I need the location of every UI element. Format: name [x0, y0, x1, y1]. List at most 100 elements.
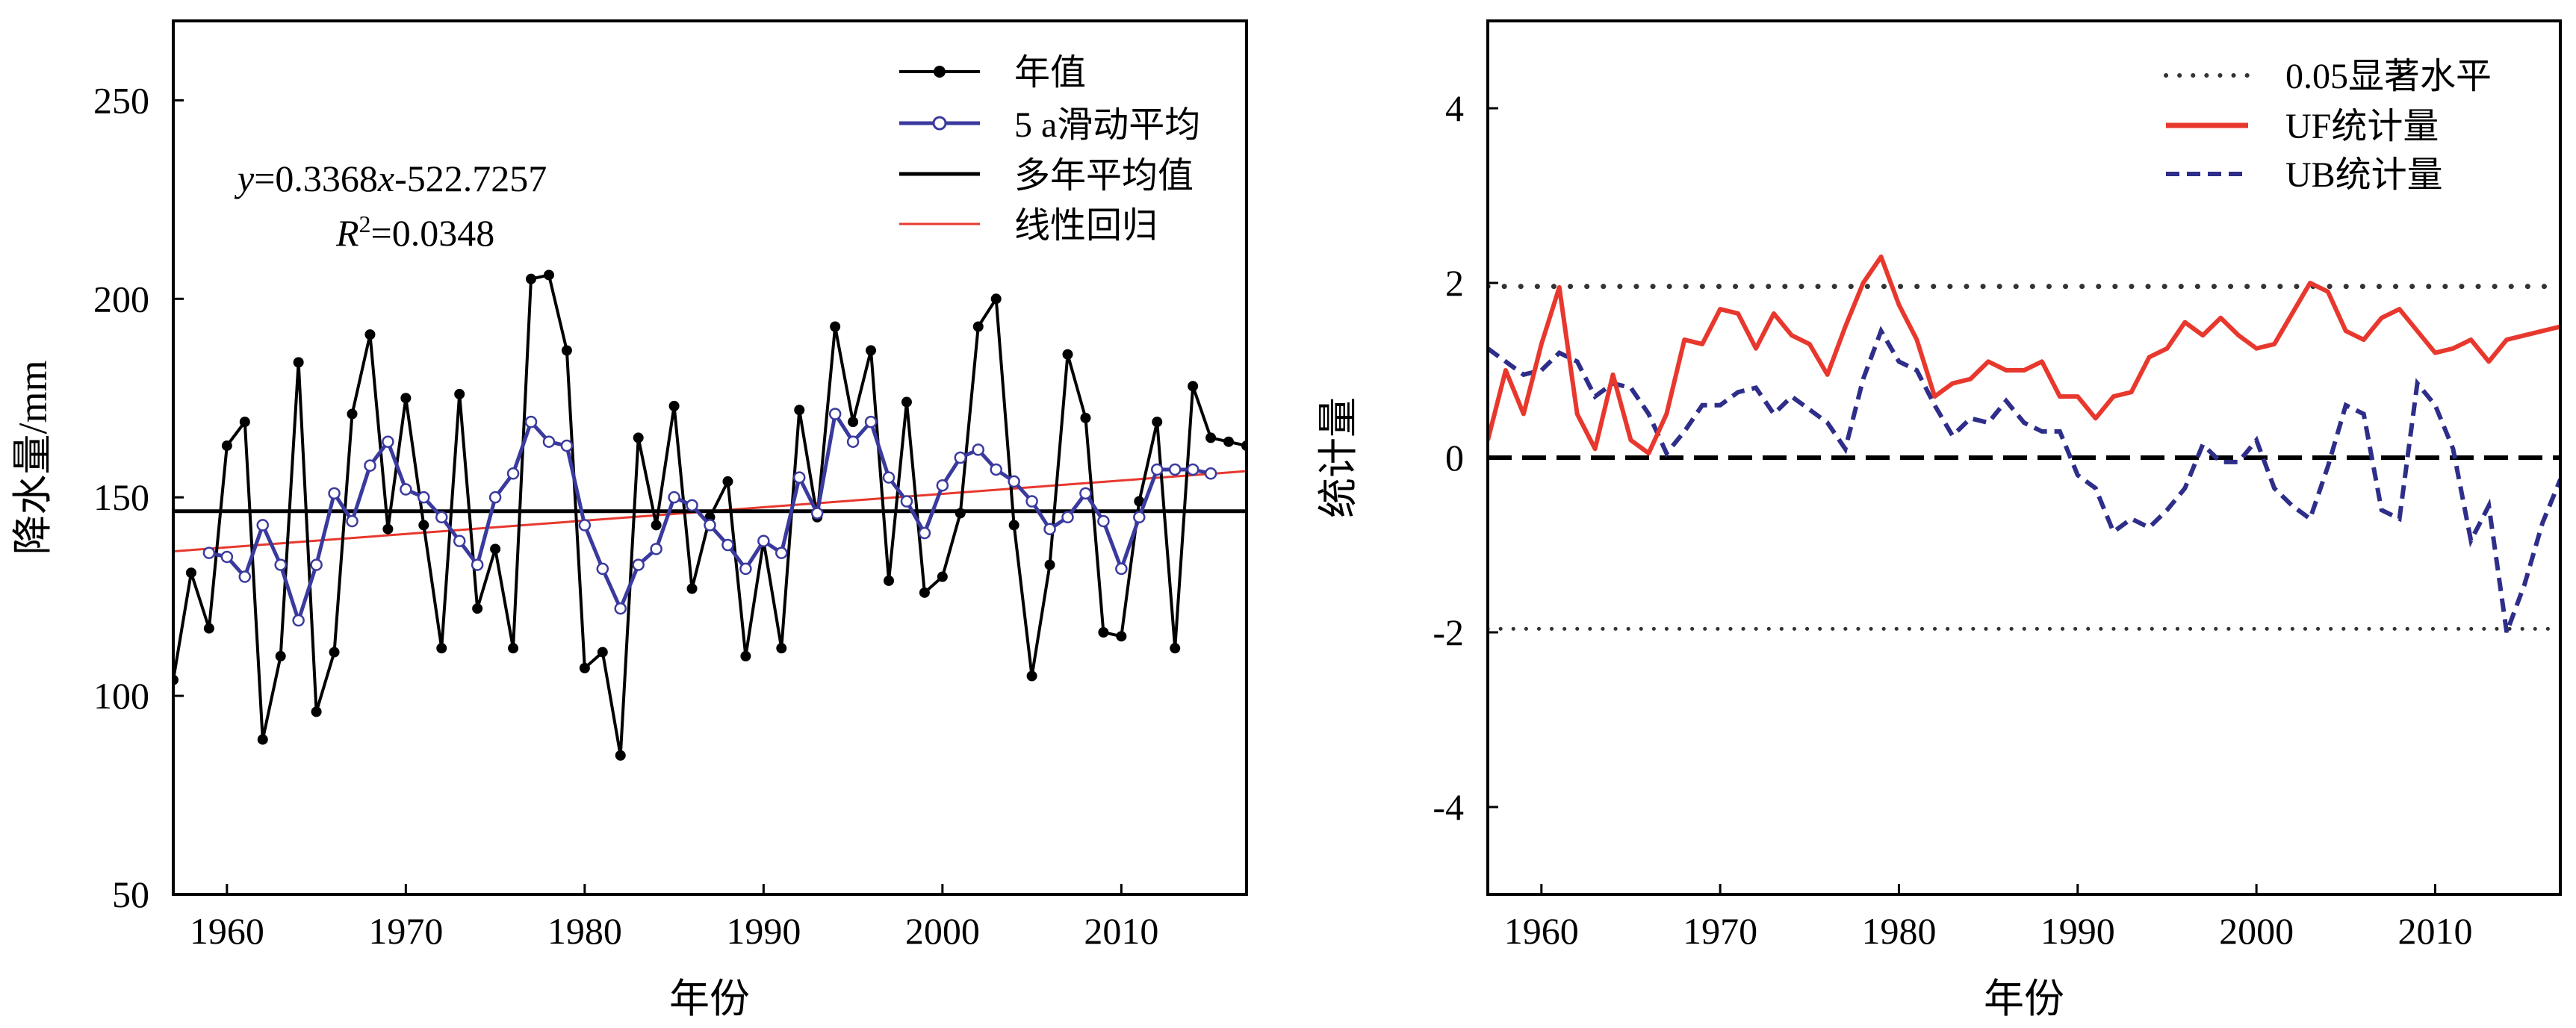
- moving-average-point: [882, 471, 896, 484]
- annual-point: [633, 432, 644, 443]
- moving-average-point: [1115, 562, 1128, 576]
- annual-point: [830, 321, 841, 332]
- moving-average-point: [739, 562, 752, 576]
- moving-average-point: [542, 435, 556, 448]
- annual-point: [293, 357, 304, 368]
- legend-label-significance: 0.05显著水平: [2285, 57, 2492, 96]
- series-group: [173, 270, 1247, 761]
- moving-average-point: [453, 535, 466, 547]
- annual-point: [579, 662, 590, 673]
- moving-average-point: [560, 439, 574, 452]
- equation-text: y=0.3368x-522.7257: [234, 158, 547, 199]
- annual-point: [1044, 559, 1055, 570]
- x-axis-label: 年份: [1984, 976, 2064, 1021]
- y-tick-label: -2: [1433, 611, 1464, 653]
- annual-point: [794, 405, 805, 416]
- moving-average-point: [846, 435, 860, 448]
- mann-kendall-chart: 1960 1970 1980 1990 2000 2010 -4 -2 0 2 4 0.05显著水平…: [1316, 19, 2562, 1021]
- moving-average-point: [596, 562, 609, 576]
- annual-point: [668, 400, 680, 411]
- plot-frame: [172, 19, 1248, 896]
- annual-point: [722, 476, 733, 487]
- moving-average-point: [310, 558, 323, 571]
- annual-point: [1080, 412, 1091, 423]
- moving-average-point: [202, 546, 216, 559]
- x-tick-label: 2010: [2397, 910, 2472, 952]
- mk-series-layer: [1488, 254, 2560, 634]
- annual-point: [776, 643, 787, 654]
- moving-average-point: [488, 490, 502, 504]
- annual-point: [919, 587, 930, 598]
- legend-label-moving-average: 5 a滑动平均: [1014, 105, 1200, 145]
- uf-line: [1488, 254, 2560, 456]
- annual-point: [490, 543, 501, 555]
- x-tick-label: 1970: [368, 910, 443, 952]
- y-tick-label: 50: [112, 873, 149, 915]
- y-tick-label: 250: [93, 79, 149, 121]
- annual-point: [364, 329, 376, 340]
- moving-average-point: [1025, 495, 1038, 508]
- moving-average-point: [1186, 463, 1199, 476]
- moving-average-point: [238, 570, 252, 583]
- legend: 0.05显著水平 UF统计量 UB统计量: [2164, 57, 2492, 195]
- moving-average-point: [1008, 475, 1020, 488]
- moving-average-point: [1097, 514, 1110, 528]
- y-tick-label: -4: [1433, 786, 1464, 828]
- moving-average-point: [418, 490, 430, 504]
- annual-point: [990, 293, 1002, 305]
- r-squared-text: R2=0.0348: [335, 211, 494, 254]
- annual-point: [901, 396, 912, 408]
- annual-point: [508, 643, 519, 654]
- x-tick-label: 1960: [190, 910, 264, 952]
- equation-line1-rest: =0.3368: [254, 158, 378, 199]
- annual-point: [1026, 670, 1037, 682]
- precipitation-chart: 1960 1970 1980 1990 2000 2010 50 100 150 200 250 y…: [10, 19, 1248, 1021]
- legend-label-regression: 线性回归: [1014, 206, 1158, 246]
- moving-average-point: [1133, 511, 1146, 524]
- moving-average-point: [274, 558, 287, 571]
- series-group: [1488, 254, 2560, 634]
- moving-average-point: [775, 546, 788, 559]
- moving-average-point: [346, 514, 359, 528]
- annual-point: [418, 520, 429, 531]
- annual-point: [1134, 496, 1145, 507]
- moving-average-point: [1079, 487, 1092, 500]
- annual-point: [275, 650, 286, 661]
- annual-point: [1152, 417, 1163, 428]
- moving-average-point: [382, 435, 394, 448]
- moving-average-point: [1204, 467, 1217, 480]
- annual-point: [347, 408, 358, 420]
- moving-average-point: [936, 479, 949, 492]
- moving-average-point: [524, 415, 538, 429]
- annual-point: [1188, 381, 1199, 392]
- annual-point: [1098, 627, 1109, 638]
- annual-point: [1223, 436, 1235, 447]
- moving-average-point: [990, 463, 1002, 476]
- annual-point: [1062, 349, 1073, 360]
- annual-point: [651, 520, 662, 531]
- moving-average-point: [650, 543, 662, 555]
- annual-point: [1205, 432, 1217, 443]
- moving-average-point: [400, 483, 412, 496]
- moving-average-point: [757, 535, 770, 547]
- axis-ticks: 1960 1970 1980 1990 2000 2010 50 100 150 200 250: [93, 79, 1158, 952]
- annual-point: [597, 647, 608, 658]
- annual-point: [561, 345, 572, 356]
- y-tick-label: 2: [1445, 262, 1464, 304]
- moving-average-point: [578, 519, 592, 532]
- legend-label-annual: 年值: [1014, 53, 1086, 93]
- moving-average-point: [614, 602, 627, 615]
- annual-point: [436, 643, 447, 654]
- moving-average-point: [972, 443, 984, 456]
- annual-point: [203, 623, 214, 634]
- annual-point: [382, 523, 394, 535]
- moving-average-point: [810, 507, 824, 520]
- y-axis-label: 统计量: [1316, 397, 1361, 518]
- annual-point: [400, 393, 412, 404]
- annual-point: [615, 750, 626, 761]
- annual-point: [526, 273, 536, 284]
- annual-point: [239, 417, 250, 428]
- precipitation-series-layer: [173, 270, 1247, 761]
- moving-average-point: [506, 467, 520, 480]
